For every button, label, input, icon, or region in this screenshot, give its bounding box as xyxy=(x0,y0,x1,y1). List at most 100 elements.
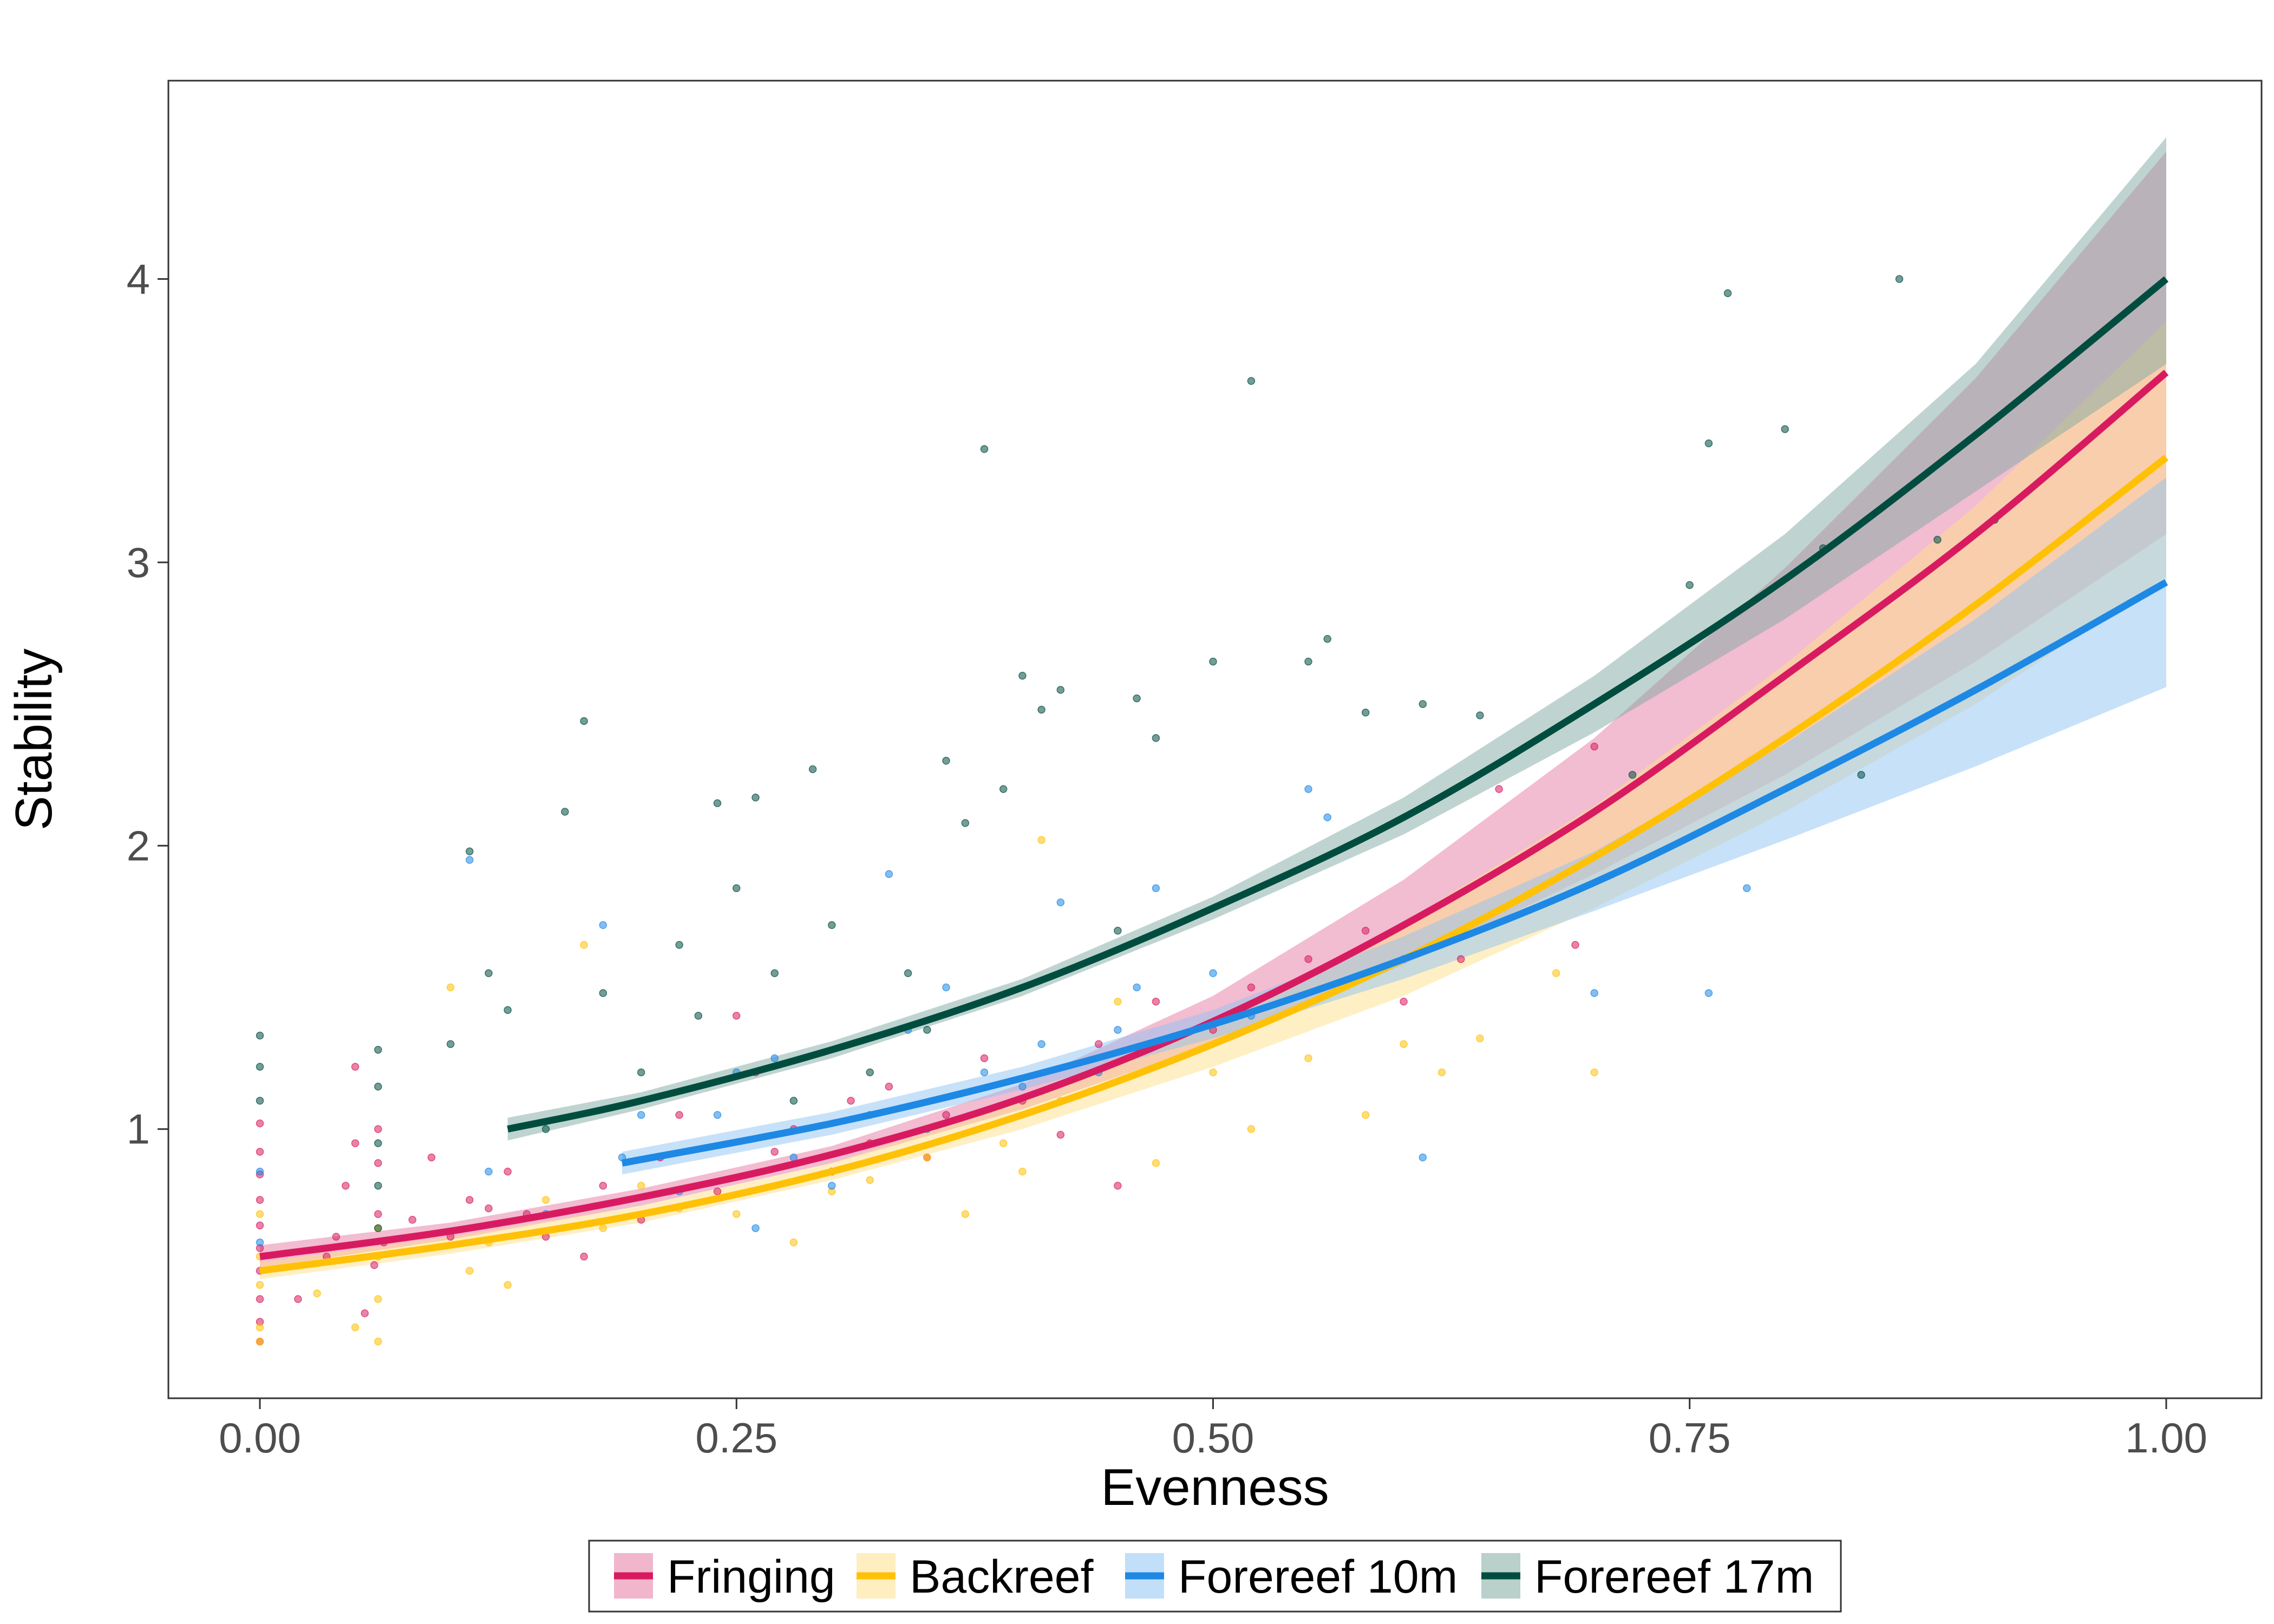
fit-line-fringing xyxy=(259,370,2169,1260)
point-fringing xyxy=(713,1187,722,1196)
point-backreef xyxy=(256,1210,264,1219)
point-forereef-17m xyxy=(541,1125,550,1133)
point-fringing xyxy=(770,1148,779,1156)
point-forereef-17m xyxy=(808,765,817,774)
point-fringing xyxy=(427,1153,436,1162)
point-forereef-17m xyxy=(789,1097,798,1105)
point-backreef xyxy=(504,1281,512,1289)
point-forereef-17m xyxy=(923,1026,931,1034)
x-tick-label: 0.50 xyxy=(1172,1414,1254,1462)
point-backreef xyxy=(1361,1111,1370,1119)
point-forereef-10m xyxy=(1056,898,1065,907)
point-backreef xyxy=(732,1210,741,1219)
point-backreef xyxy=(1114,997,1122,1006)
point-forereef-10m xyxy=(637,1111,645,1119)
legend-label-backreef: Backreef xyxy=(910,1551,1094,1603)
point-fringing xyxy=(256,1221,264,1229)
point-forereef-10m xyxy=(1704,989,1713,997)
point-forereef-17m xyxy=(599,989,607,997)
point-forereef-17m xyxy=(374,1139,382,1148)
point-forereef-17m xyxy=(1152,734,1160,742)
point-forereef-10m xyxy=(1419,1153,1427,1162)
point-backreef xyxy=(1437,1068,1446,1077)
point-fringing xyxy=(1590,742,1598,751)
point-backreef xyxy=(1209,1068,1217,1077)
point-forereef-17m xyxy=(828,921,836,929)
point-forereef-17m xyxy=(1933,535,1942,544)
point-forereef-17m xyxy=(256,1097,264,1105)
point-forereef-17m xyxy=(1361,709,1370,717)
point-forereef-17m xyxy=(752,794,760,802)
point-forereef-10m xyxy=(1304,785,1312,793)
point-forereef-17m xyxy=(1419,700,1427,708)
point-backreef xyxy=(256,1281,264,1289)
point-fringing xyxy=(256,1196,264,1204)
point-forereef-17m xyxy=(1723,289,1732,297)
point-forereef-10m xyxy=(828,1182,836,1190)
point-fringing xyxy=(374,1125,382,1133)
point-forereef-17m xyxy=(732,884,741,893)
point-forereef-10m xyxy=(1133,983,1141,992)
point-forereef-17m xyxy=(374,1045,382,1054)
point-fringing xyxy=(599,1182,607,1190)
point-forereef-17m xyxy=(961,819,970,827)
point-backreef xyxy=(466,1267,474,1275)
point-forereef-10m xyxy=(599,921,607,929)
point-fringing xyxy=(1456,955,1465,963)
point-fringing xyxy=(256,1295,264,1304)
legend-box xyxy=(588,1540,1842,1613)
point-fringing xyxy=(1400,997,1408,1006)
point-forereef-17m xyxy=(1304,657,1312,666)
point-forereef-10m xyxy=(752,1224,760,1233)
point-forereef-17m xyxy=(1781,425,1789,434)
x-tick-label: 1.00 xyxy=(2125,1414,2207,1462)
point-fringing xyxy=(732,1012,741,1020)
x-axis: 0.00 0.25 0.50 0.75 1.00 xyxy=(219,1398,2207,1462)
point-fringing xyxy=(1094,1040,1103,1048)
y-tick-label: 2 xyxy=(127,822,150,869)
point-forereef-10m xyxy=(1114,1026,1122,1034)
point-forereef-10m xyxy=(713,1111,722,1119)
point-backreef xyxy=(446,983,455,992)
point-forereef-17m xyxy=(1037,705,1045,714)
point-forereef-17m xyxy=(1133,694,1141,703)
fit-line-forereef-10m xyxy=(621,579,2168,1167)
point-forereef-17m xyxy=(1056,686,1065,694)
point-fringing xyxy=(408,1215,416,1224)
y-tick-label: 3 xyxy=(127,539,150,586)
point-forereef-17m xyxy=(1323,634,1331,643)
point-fringing xyxy=(1056,1130,1065,1139)
confidence-bands xyxy=(260,137,2167,1280)
point-fringing xyxy=(374,1210,382,1219)
point-forereef-17m xyxy=(1895,275,1904,283)
point-backreef xyxy=(1037,836,1045,844)
point-fringing xyxy=(1361,927,1370,935)
point-forereef-10m xyxy=(885,870,893,878)
point-forereef-10m xyxy=(1590,989,1598,997)
point-backreef xyxy=(580,941,588,949)
point-fringing xyxy=(942,1111,950,1119)
point-backreef xyxy=(374,1338,382,1346)
point-forereef-17m xyxy=(504,1006,512,1014)
legend: Fringing Backreef Forereef 10m Forereef 17m xyxy=(588,1540,1842,1613)
point-fringing xyxy=(370,1261,378,1269)
point-backreef xyxy=(637,1182,645,1190)
point-fringing xyxy=(256,1148,264,1156)
point-fringing xyxy=(1152,997,1160,1006)
point-forereef-10m xyxy=(1209,969,1217,978)
point-backreef xyxy=(1552,969,1560,978)
point-forereef-17m xyxy=(713,799,722,808)
point-fringing xyxy=(485,1204,493,1213)
point-backreef xyxy=(256,1338,264,1346)
y-tick-label: 1 xyxy=(127,1105,150,1153)
point-forereef-17m xyxy=(374,1082,382,1091)
point-forereef-17m xyxy=(1018,671,1027,680)
point-forereef-17m xyxy=(942,757,950,765)
point-forereef-10m xyxy=(1743,884,1751,893)
point-fringing xyxy=(351,1063,360,1071)
point-forereef-17m xyxy=(446,1040,455,1048)
point-fringing xyxy=(374,1159,382,1167)
point-backreef xyxy=(374,1295,382,1304)
point-forereef-17m xyxy=(1704,439,1713,448)
point-forereef-17m xyxy=(580,717,588,725)
